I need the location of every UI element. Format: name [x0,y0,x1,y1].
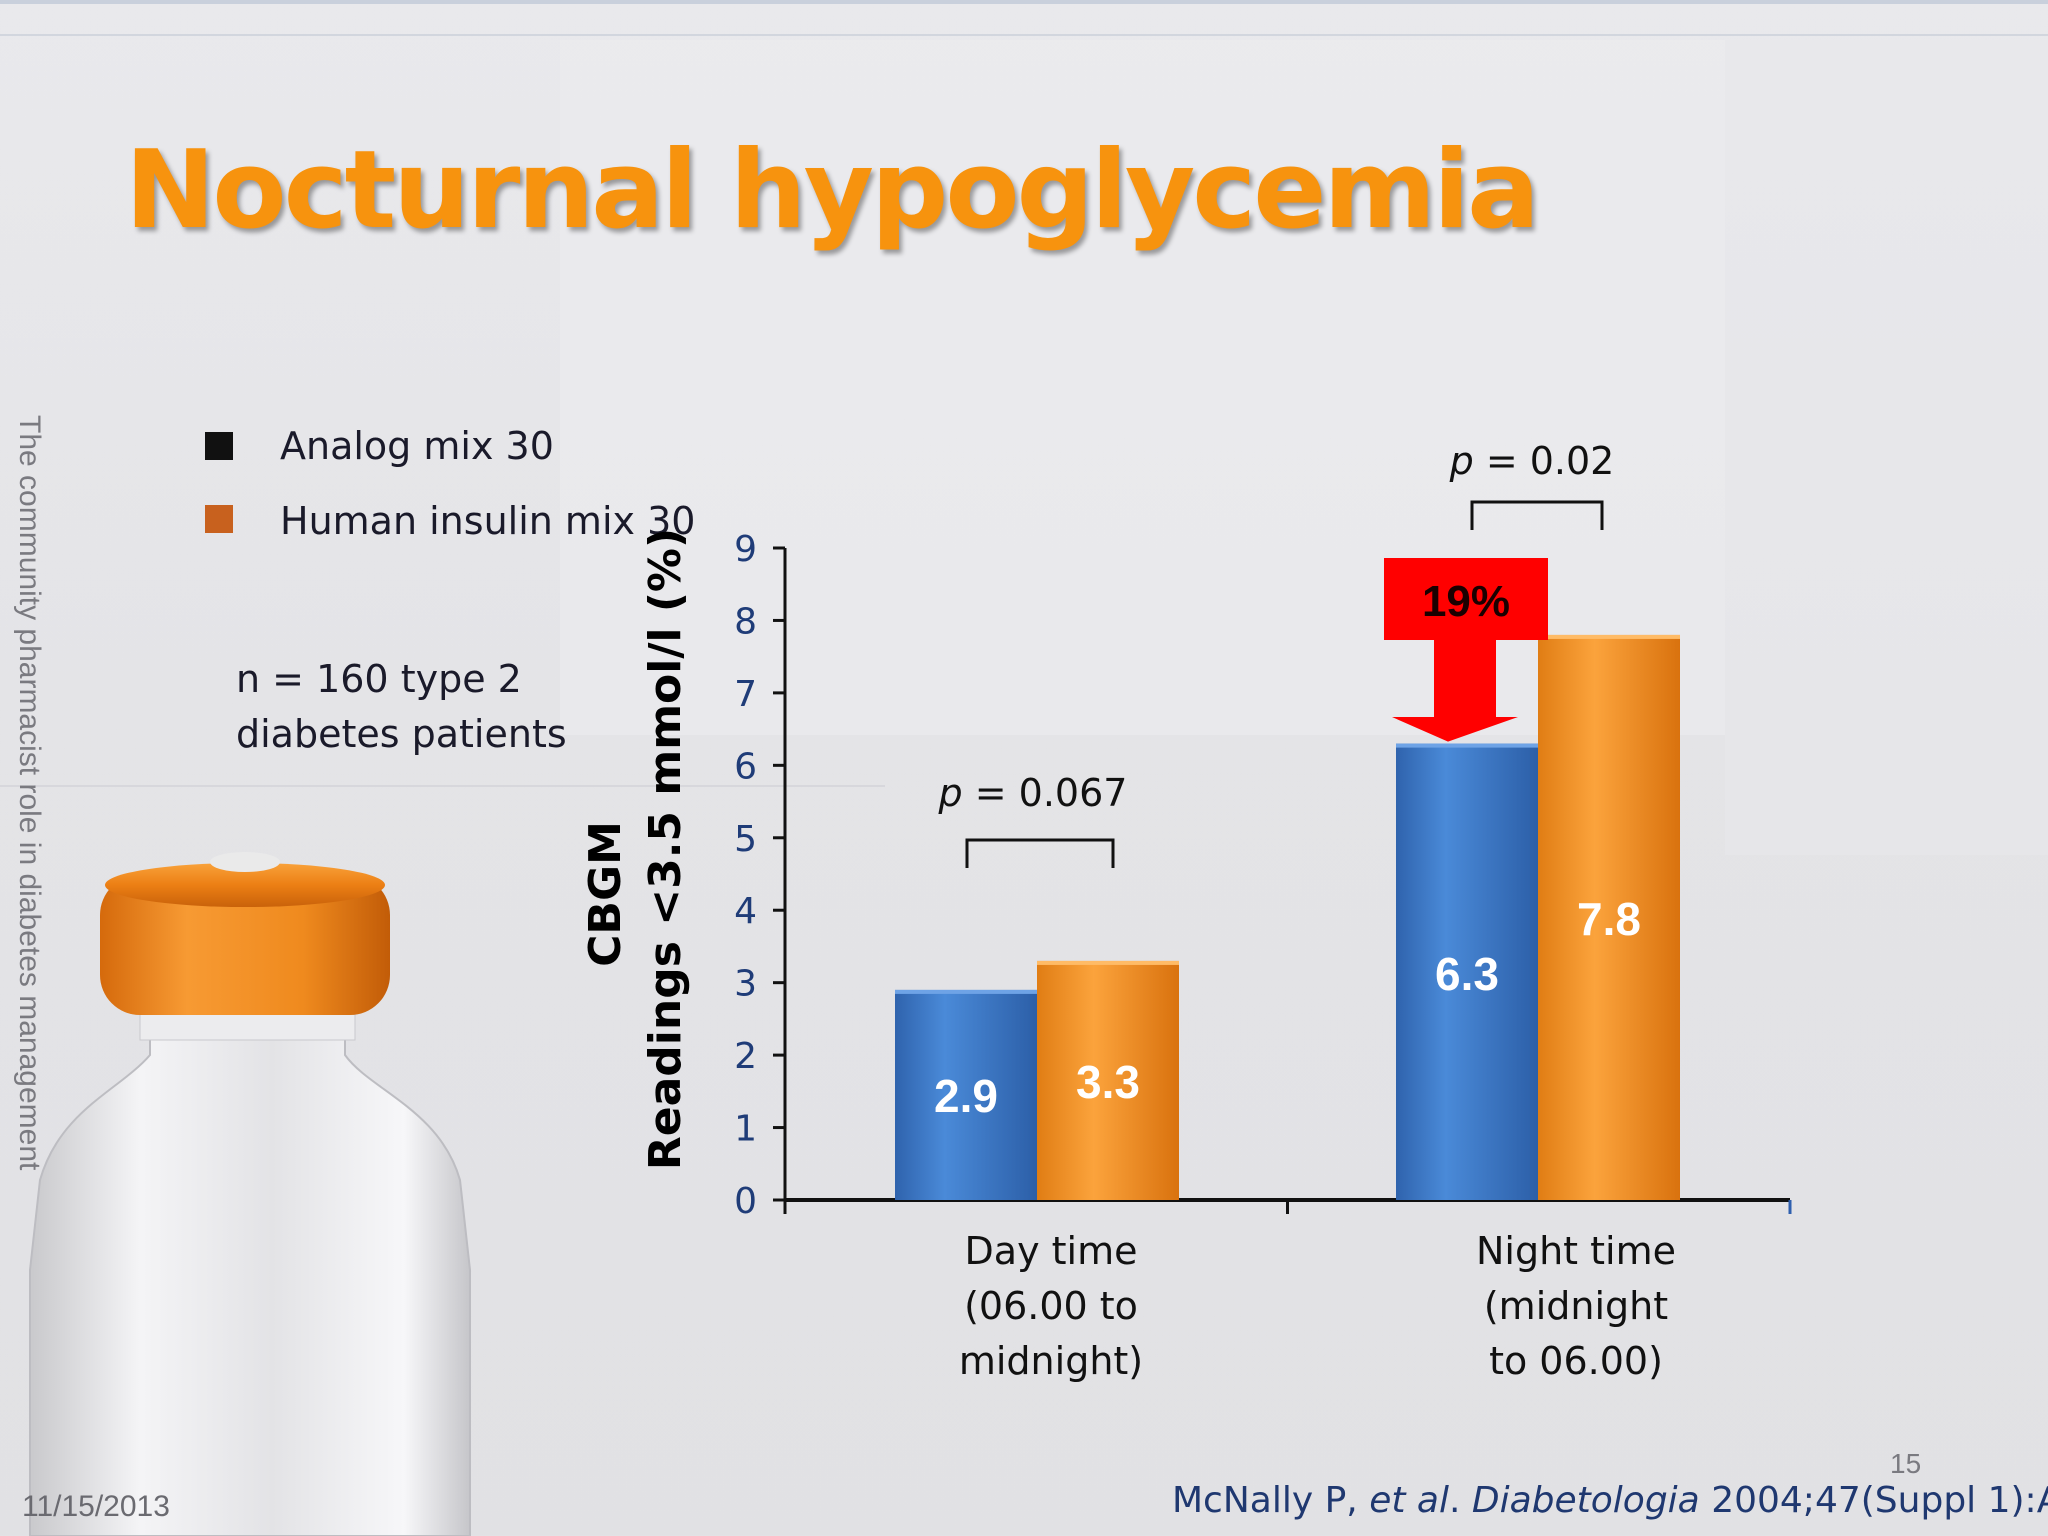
y-axis-label-line1: CBGM [580,821,631,967]
bar-human-1 [1538,634,1680,1200]
p-value-text: = 0.02 [1474,439,1615,483]
p-value-bracket [965,838,1115,868]
p-value-label: p = 0.02 [1449,439,1615,483]
page-number: 15 [1890,1448,1922,1479]
p-value-prefix: p [1449,439,1474,483]
citation-journal: Diabetologia [1471,1480,1700,1521]
bar-top-highlight [895,989,1037,994]
y-tick-label: 3 [734,964,757,1005]
y-tick-label: 5 [734,819,757,860]
citation-author: McNally P, [1172,1480,1370,1521]
x-category-label: (midnight [1484,1284,1668,1328]
data-label: 3.3 [1076,1056,1140,1108]
x-category-label: Night time [1476,1229,1676,1273]
legend-label-human: Human insulin mix 30 [280,499,696,543]
y-tick-label: 2 [734,1036,757,1077]
x-category-label: Day time [965,1229,1138,1273]
patient-count-note: n = 160 type 2 diabetes patients [236,652,567,762]
reduction-annotation: 19% [1422,577,1510,626]
y-tick-label: 8 [734,601,757,642]
x-category-label: midnight) [959,1339,1143,1383]
p-value-prefix: p [938,771,963,815]
y-tick-label: 6 [734,746,757,787]
citation-rest: 2004;47(Suppl 1):A327 [1711,1480,2048,1521]
x-category-label: (06.00 to [964,1284,1138,1328]
p-value-bracket [1470,500,1604,530]
note-line-1: n = 160 type 2 [236,657,522,701]
slide-title: Nocturnal hypoglycemia [125,128,1540,253]
legend-swatch-human [205,505,233,533]
y-tick-label: 4 [734,891,757,932]
slide-date: 11/15/2013 [22,1490,170,1523]
bar-analog-0 [895,989,1037,1200]
data-label: 7.8 [1577,893,1641,945]
data-label: 2.9 [934,1070,998,1122]
data-label: 6.3 [1435,948,1499,1000]
background-divider [0,785,885,787]
y-tick-label: 1 [734,1109,757,1150]
citation-dot: . [1448,1480,1472,1521]
bar-analog-1 [1396,743,1538,1200]
p-value-text: = 0.067 [963,771,1128,815]
bar-top-highlight [1396,743,1538,748]
p-value-label: p = 0.067 [938,771,1128,815]
top-border [0,0,2048,4]
citation-etal: et al [1369,1480,1449,1521]
bar-top-highlight [1538,634,1680,639]
y-tick-label: 0 [734,1181,757,1222]
insulin-vial-image [29,852,471,1536]
top-border-line [0,34,2048,36]
y-tick-label: 9 [734,529,757,570]
y-axis-label-line2: Readings <3.5 mmol/l (%) [640,528,691,1170]
x-category-label: to 06.00) [1489,1339,1663,1383]
background-panel-right [1725,40,2048,855]
note-line-2: diabetes patients [236,712,567,756]
bar-human-0 [1037,960,1179,1200]
bar-top-highlight [1037,960,1179,965]
citation: McNally P, et al. Diabetologia 2004;47(S… [1172,1480,2048,1521]
legend-label-analog: Analog mix 30 [280,424,554,468]
y-tick-label: 7 [734,674,757,715]
legend-swatch-analog [205,432,233,460]
reduction-arrow [1384,558,1548,742]
